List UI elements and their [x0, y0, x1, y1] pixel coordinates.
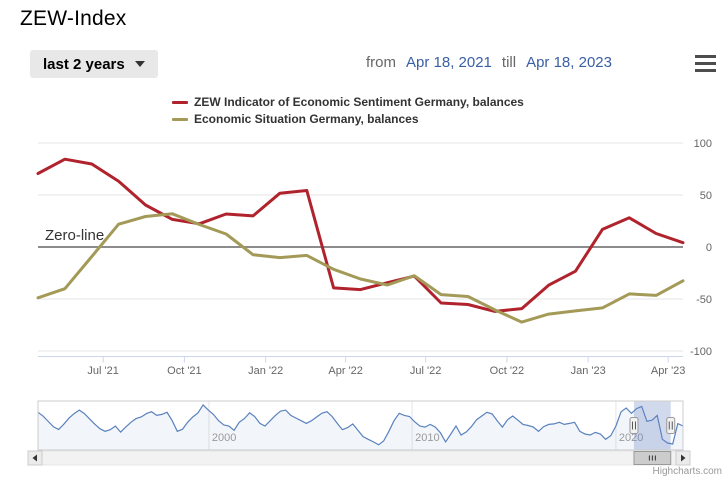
- navigator-handle-right[interactable]: [666, 417, 676, 434]
- y-axis-label: -100: [690, 346, 712, 358]
- till-label: till: [501, 54, 517, 71]
- x-axis-label: Apr '23: [651, 365, 686, 377]
- y-axis-label: 0: [706, 242, 712, 254]
- x-axis-label: Jan '23: [571, 365, 606, 377]
- arrow-left-icon: [32, 454, 37, 462]
- navigator-handle-left[interactable]: [629, 417, 639, 434]
- navigator-outline[interactable]: [37, 400, 684, 451]
- navigator-series-line: [37, 403, 684, 446]
- menu-icon: [695, 55, 716, 58]
- menu-icon: [695, 62, 716, 65]
- legend-label-sentiment: ZEW Indicator of Economic Sentiment Germ…: [194, 95, 524, 109]
- x-axis-label: Jul '22: [410, 365, 441, 377]
- menu-icon: [695, 69, 716, 72]
- navigator-year-label: 2020: [619, 432, 643, 444]
- x-axis-label: Jul '21: [87, 365, 118, 377]
- chevron-down-icon: [134, 61, 145, 67]
- legend-item-situation[interactable]: Economic Situation Germany, balances: [172, 112, 524, 126]
- x-axis-label: Apr '22: [328, 365, 363, 377]
- zero-line-label: Zero-line: [45, 227, 104, 244]
- series-line-1: [36, 212, 685, 324]
- navigator-selected-range[interactable]: [633, 401, 671, 450]
- range-from-date[interactable]: Apr 18, 2021: [406, 54, 492, 71]
- legend-swatch-situation: [172, 117, 188, 121]
- page-title: ZEW-Index: [20, 7, 127, 30]
- x-axis-label: Oct '21: [167, 365, 202, 377]
- arrow-right-icon: [681, 454, 686, 462]
- legend-item-sentiment[interactable]: ZEW Indicator of Economic Sentiment Germ…: [172, 95, 524, 109]
- x-axis-label: Oct '22: [490, 365, 525, 377]
- x-axis-label: Jan '22: [248, 365, 283, 377]
- range-till-date[interactable]: Apr 18, 2023: [526, 54, 612, 71]
- y-axis-label: 50: [700, 190, 712, 202]
- legend-label-situation: Economic Situation Germany, balances: [194, 112, 419, 126]
- navigator-year-label: 2010: [415, 432, 439, 444]
- range-preset-label: last 2 years: [43, 55, 125, 73]
- scrollbar-track[interactable]: [41, 450, 677, 466]
- date-range-inputs: from Apr 18, 2021 till Apr 18, 2023: [366, 54, 612, 71]
- legend-swatch-sentiment: [172, 100, 188, 104]
- y-axis-label: -50: [696, 294, 712, 306]
- range-preset-dropdown[interactable]: last 2 years: [30, 50, 158, 78]
- navigator-year-label: 2000: [212, 432, 236, 444]
- highcharts-credit-link[interactable]: Highcharts.com: [652, 466, 722, 477]
- navigator-area-fill: [38, 404, 683, 450]
- y-axis-label: 100: [694, 138, 712, 150]
- from-label: from: [366, 54, 396, 71]
- chart-context-menu-button[interactable]: [695, 55, 716, 72]
- plot-area[interactable]: [38, 143, 683, 351]
- series-line-0: [36, 157, 685, 313]
- legend: ZEW Indicator of Economic Sentiment Germ…: [172, 95, 524, 126]
